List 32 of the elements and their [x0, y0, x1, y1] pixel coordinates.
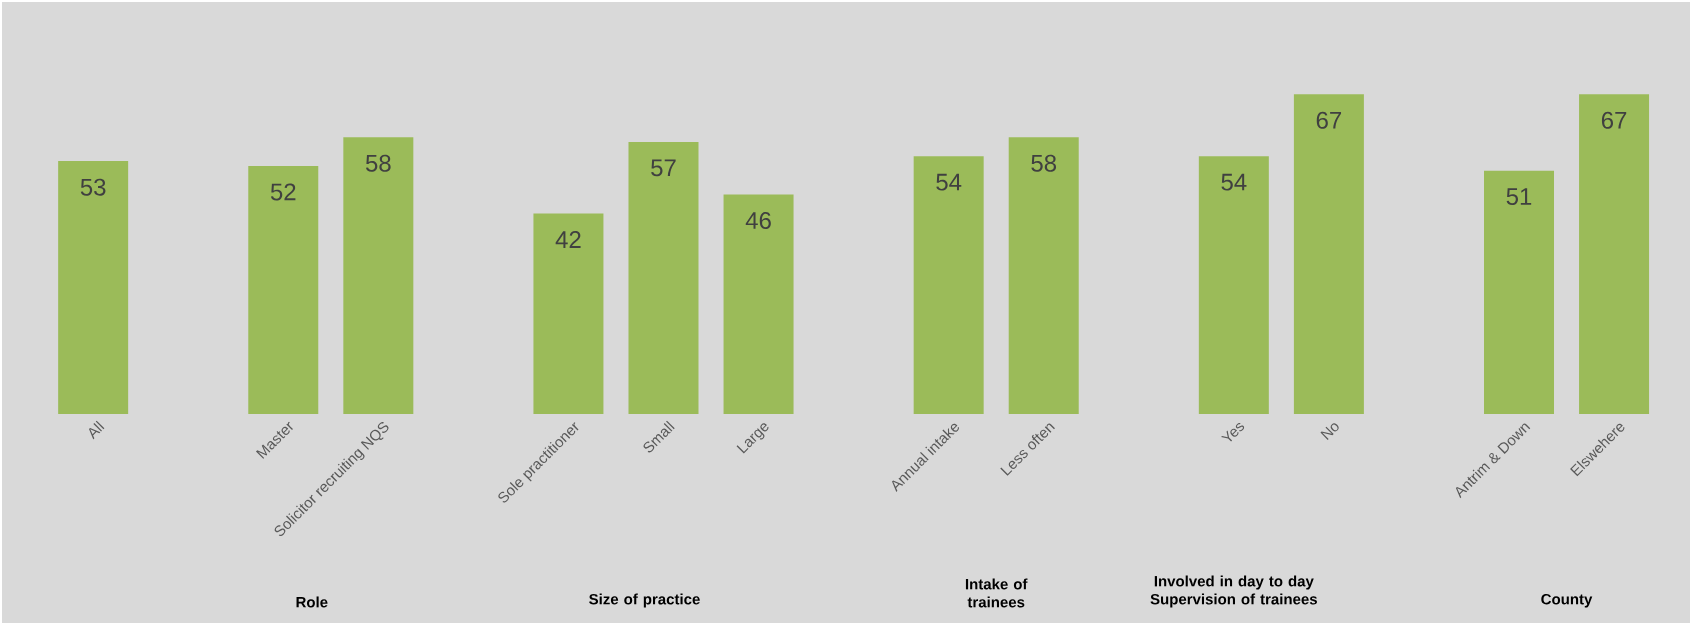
bar	[343, 137, 414, 414]
bar	[723, 194, 794, 414]
text: Involved in day to day Supervision of trainees	[1150, 575, 1317, 608]
text: Size of practice	[589, 593, 700, 608]
bar	[1198, 156, 1269, 414]
data-label: 51	[1506, 188, 1532, 205]
data-label: 58	[1031, 154, 1057, 172]
bar	[913, 156, 984, 414]
text: Role	[296, 596, 328, 608]
bar	[1484, 170, 1554, 414]
text: Intake of trainees	[965, 578, 1028, 608]
x-tick-label: No	[1320, 423, 1339, 440]
data-label: 42	[555, 231, 581, 248]
bar	[248, 165, 319, 414]
x-tick-label: All	[89, 420, 105, 440]
data-label: 54	[1221, 173, 1247, 191]
data-label: 67	[1601, 111, 1627, 129]
bar	[533, 213, 604, 414]
data-label: 53	[80, 178, 106, 196]
data-label: 67	[1316, 111, 1342, 129]
bar	[1008, 137, 1079, 414]
bar	[1293, 94, 1364, 414]
bar	[1579, 94, 1650, 414]
data-label: 54	[936, 173, 962, 191]
data-label: 52	[270, 183, 296, 201]
data-label: 46	[745, 212, 771, 230]
bar	[628, 142, 699, 414]
data-label: 57	[651, 159, 676, 177]
bar	[58, 161, 129, 414]
x-tick-label: Yes	[1221, 422, 1245, 442]
data-label: 58	[365, 154, 391, 172]
text: County	[1541, 593, 1593, 608]
